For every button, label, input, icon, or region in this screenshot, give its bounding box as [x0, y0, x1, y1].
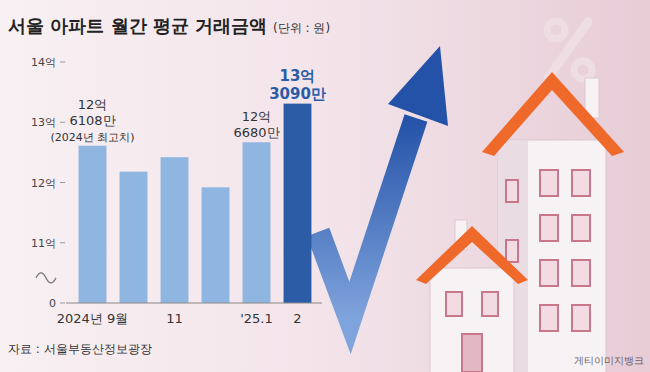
house-window: [506, 180, 518, 202]
percent-slash: [548, 22, 588, 78]
house-window: [540, 215, 558, 241]
illustration: [318, 21, 624, 372]
data-label: 13억3090만: [269, 67, 326, 103]
house-window: [540, 305, 558, 331]
y-tick-label: 0: [49, 297, 56, 310]
house-window: [572, 305, 590, 331]
credit: 게티이미지뱅크: [574, 355, 644, 366]
y-axis: 0 11억 12억 13억 14억: [31, 56, 65, 310]
house-door: [462, 334, 482, 372]
y-tick-label: 11억: [31, 237, 56, 250]
house-body: [430, 268, 514, 372]
bar: [161, 157, 189, 303]
y-tick: [60, 242, 65, 243]
house-window: [540, 170, 558, 196]
data-labels: (2024년 최고치)12억6108만12억6680만13억3090만: [50, 67, 325, 144]
house-window: [506, 240, 518, 262]
x-tick-label: 11: [166, 311, 183, 326]
y-tick: [60, 62, 65, 63]
x-tick-label: 2: [293, 311, 301, 326]
data-label-line: 12억: [78, 97, 108, 112]
subtitle: (단위 : 원): [273, 21, 330, 35]
house-window: [540, 260, 558, 286]
y-tick: [60, 182, 65, 183]
bar: [202, 187, 230, 303]
percent-dot: [547, 21, 565, 39]
house-window: [446, 292, 462, 316]
y-tick: [60, 303, 65, 304]
x-tick-label: '25.1: [240, 311, 273, 326]
house-window: [572, 260, 590, 286]
arrow-shaft: [318, 118, 416, 318]
bar: [79, 146, 107, 303]
bar: [120, 172, 148, 303]
data-label-line: 13억: [280, 67, 316, 85]
data-label: 12억6108만: [69, 97, 115, 128]
house-window: [572, 215, 590, 241]
house-window: [482, 292, 498, 316]
x-tick-label: 2024년 9월: [57, 311, 129, 326]
background: [0, 0, 650, 372]
y-tick: [60, 122, 65, 123]
house-roof: [416, 226, 528, 284]
y-tick-label: 12억: [31, 177, 56, 190]
y-tick-label: 13억: [31, 116, 56, 129]
data-label-line: 6680만: [233, 125, 279, 140]
bar: [243, 142, 271, 303]
house-window: [572, 170, 590, 196]
axis-break: [36, 273, 56, 283]
data-label-line: 3090만: [269, 85, 326, 103]
x-axis-line: [66, 303, 322, 304]
arrow-head: [388, 46, 448, 126]
house-roof: [482, 72, 624, 156]
data-label-line: 6108만: [69, 113, 115, 128]
source: 자료 : 서울부동산정보광장: [8, 342, 152, 356]
y-tick-label: 14억: [31, 56, 56, 69]
data-label: 12억6680만: [233, 109, 279, 140]
title: 서울 아파트 월간 평균 거래금액: [8, 15, 267, 36]
bar: [284, 104, 312, 303]
annotation: (2024년 최고치): [50, 131, 134, 144]
data-label-line: 12억: [242, 109, 272, 124]
x-axis: 2024년 9월 11 '25.1 2: [57, 311, 302, 326]
percent-dot: [574, 61, 592, 79]
